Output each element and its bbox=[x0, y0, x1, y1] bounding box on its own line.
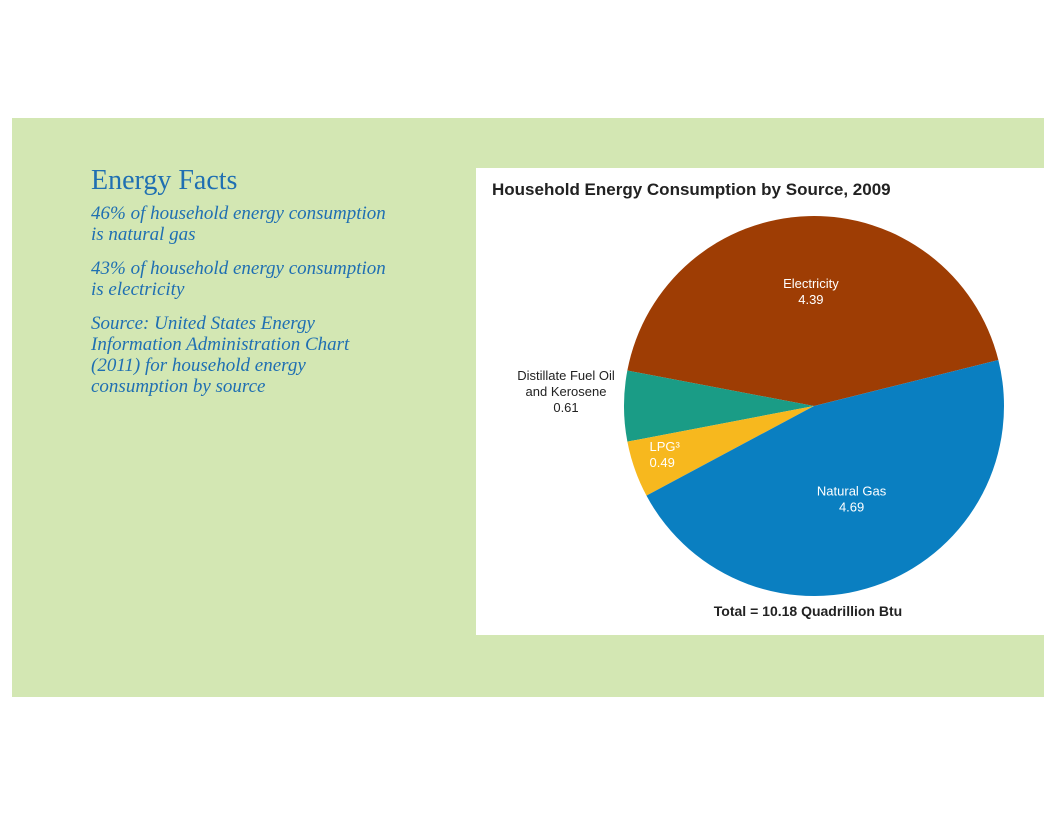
pie-slice-electricity bbox=[627, 215, 999, 406]
chart-panel: Household Energy Consumption by Source, … bbox=[476, 168, 1044, 635]
pie-chart: Electricity 4.39 Distillate Fuel Oil and Ke… bbox=[517, 215, 1005, 596]
fact-natural-gas: 46% of household energy consumption is n… bbox=[91, 203, 386, 245]
pie-slice-lpg bbox=[627, 406, 814, 496]
chart-title: Household Energy Consumption by Source, … bbox=[492, 180, 891, 199]
slice-label: Natural Gas 4.69 bbox=[817, 484, 887, 515]
slice-label: Distillate Fuel Oil and Kerosene 0.61 bbox=[517, 368, 615, 415]
fact-electricity: 43% of household energy consumption is e… bbox=[91, 258, 386, 300]
slice-label: LPG³ 0.49 bbox=[650, 439, 681, 470]
slice-label: Electricity 4.39 bbox=[783, 276, 839, 307]
fact-source: Source: United States Energy Information… bbox=[91, 313, 350, 397]
chart-total-label: Total = 10.18 Quadrillion Btu bbox=[713, 603, 903, 619]
pie-slice-natural-gas bbox=[646, 360, 1005, 596]
pie-slice-distillate-fuel-oil bbox=[624, 370, 814, 442]
energy-facts-panel: Energy Facts 46% of household energy con… bbox=[91, 165, 401, 410]
facts-title: Energy Facts bbox=[91, 165, 238, 196]
